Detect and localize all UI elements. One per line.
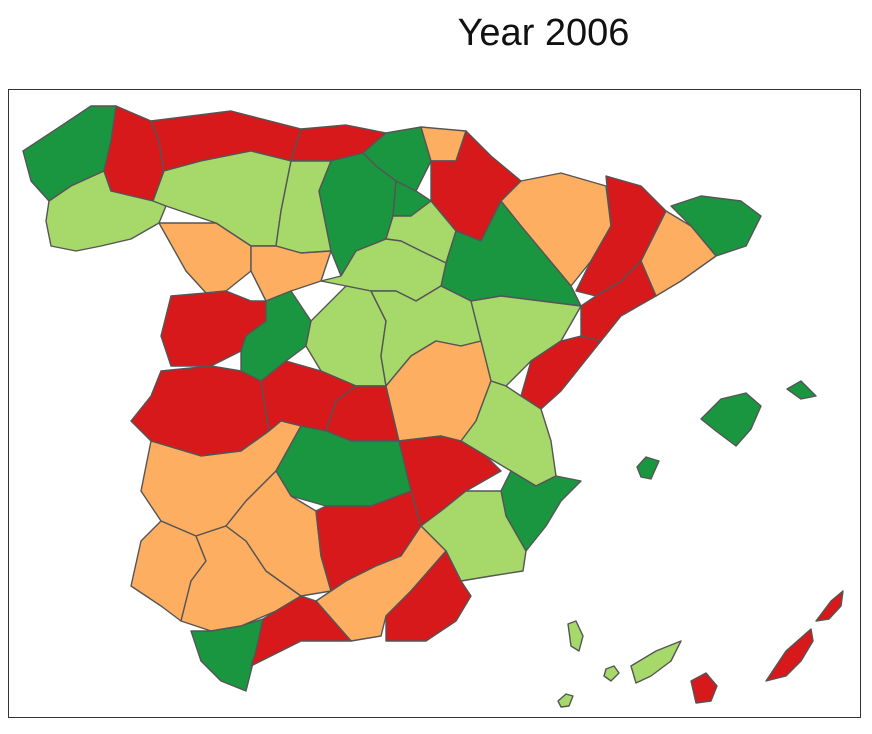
region-fuerteventura (765, 628, 814, 682)
region-tenerife (630, 640, 682, 684)
region-castellon (520, 335, 602, 410)
map-frame (8, 89, 861, 718)
region-el-hierro (557, 693, 574, 708)
region-zamora (158, 222, 252, 294)
region-la-palma (567, 620, 584, 652)
region-mallorca (700, 392, 762, 447)
region-tarragona (580, 260, 657, 342)
spain-provinces-map (22, 105, 844, 708)
region-ibiza (636, 456, 660, 480)
region-barcelona (640, 210, 717, 297)
region-menorca (786, 380, 817, 400)
region-almeria (385, 550, 472, 642)
region-malaga (250, 595, 352, 667)
region-la-gomera (603, 665, 620, 682)
region-cadiz (190, 618, 264, 692)
region-gran-canaria (690, 672, 718, 704)
region-lanzarote (815, 590, 844, 622)
map-title: Year 2006 (457, 12, 630, 54)
